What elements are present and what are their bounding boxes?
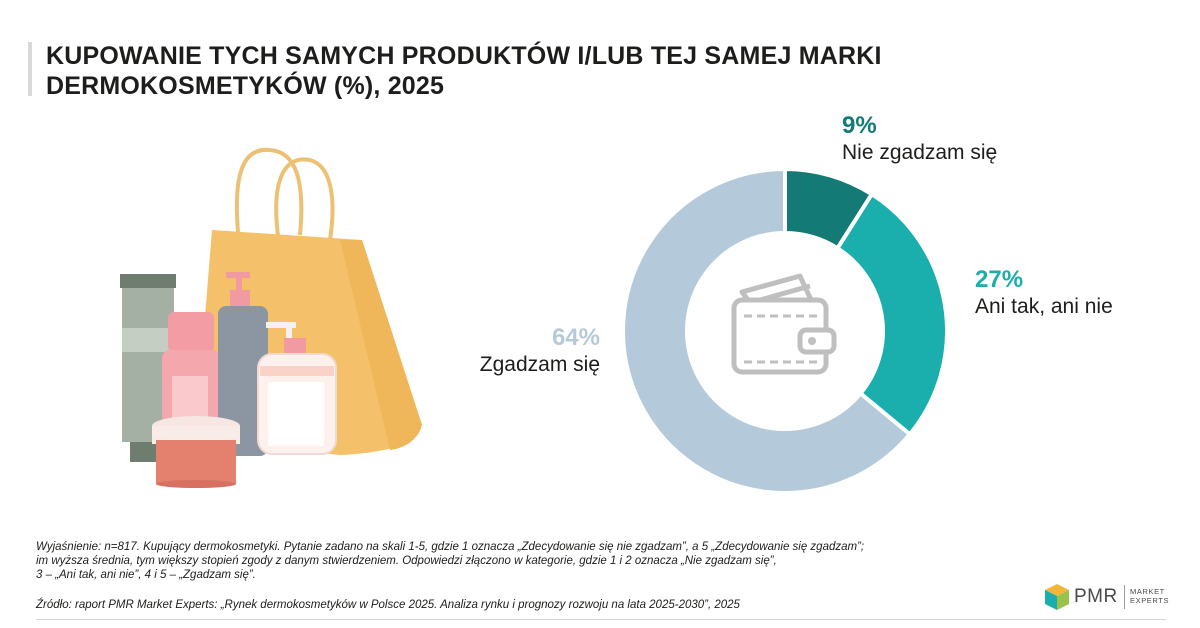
- pmr-cube-logo-icon: [1045, 584, 1069, 610]
- slice-name-disagree: Nie zgadzam się: [842, 141, 998, 164]
- logo-separator: [1124, 585, 1125, 609]
- logo-sub-1: MARKET: [1130, 587, 1165, 596]
- wallet-icon: [731, 273, 837, 375]
- slice-name-neutral: Ani tak, ani nie: [975, 295, 1113, 318]
- slice-value-disagree: 9%: [842, 112, 877, 139]
- slice-value-agree: 64%: [551, 324, 600, 351]
- donut-slices: [621, 166, 949, 495]
- cosmetics-shopping-bag-illustration: [120, 147, 422, 488]
- methodology-note: Wyjaśnienie: n=817. Kupujący dermokosmet…: [36, 540, 1016, 582]
- slice-label-agree: 64% Zgadzam się: [472, 324, 600, 378]
- note-line-3: 3 – „Ani tak, ani nie”, 4 i 5 – „Zgadzam…: [36, 569, 256, 581]
- logo-subtitle: MARKET EXPERTS: [1130, 587, 1169, 605]
- title-accent-bar: [28, 42, 32, 96]
- note-line-2: im wyższa średnia, tym większy stopień z…: [36, 555, 777, 567]
- source-note: Źródło: raport PMR Market Experts: „Ryne…: [36, 599, 740, 611]
- slice-label-neutral: 27% Ani tak, ani nie: [975, 266, 1113, 320]
- logo-sub-2: EXPERTS: [1130, 596, 1170, 605]
- pmr-logo: PMR MARKET EXPERTS: [1044, 582, 1174, 612]
- footer-divider: [36, 619, 1166, 620]
- slice-value-neutral: 27%: [975, 266, 1024, 293]
- slice-label-disagree: 9% Nie zgadzam się: [842, 112, 997, 166]
- logo-name: PMR: [1074, 586, 1118, 607]
- slice-neutral: [834, 191, 949, 438]
- chart-title-line-1: KUPOWANIE TYCH SAMYCH PRODUKTÓW I/LUB TE…: [46, 42, 882, 70]
- chart-title-line-2: DERMOKOSMETYKÓW (%), 2025: [46, 72, 445, 100]
- slice-name-agree: Zgadzam się: [479, 353, 600, 376]
- chart-title: KUPOWANIE TYCH SAMYCH PRODUKTÓW I/LUB TE…: [46, 41, 1026, 101]
- slice-agree: [621, 166, 913, 495]
- note-line-1: Wyjaśnienie: n=817. Kupujący dermokosmet…: [36, 541, 865, 553]
